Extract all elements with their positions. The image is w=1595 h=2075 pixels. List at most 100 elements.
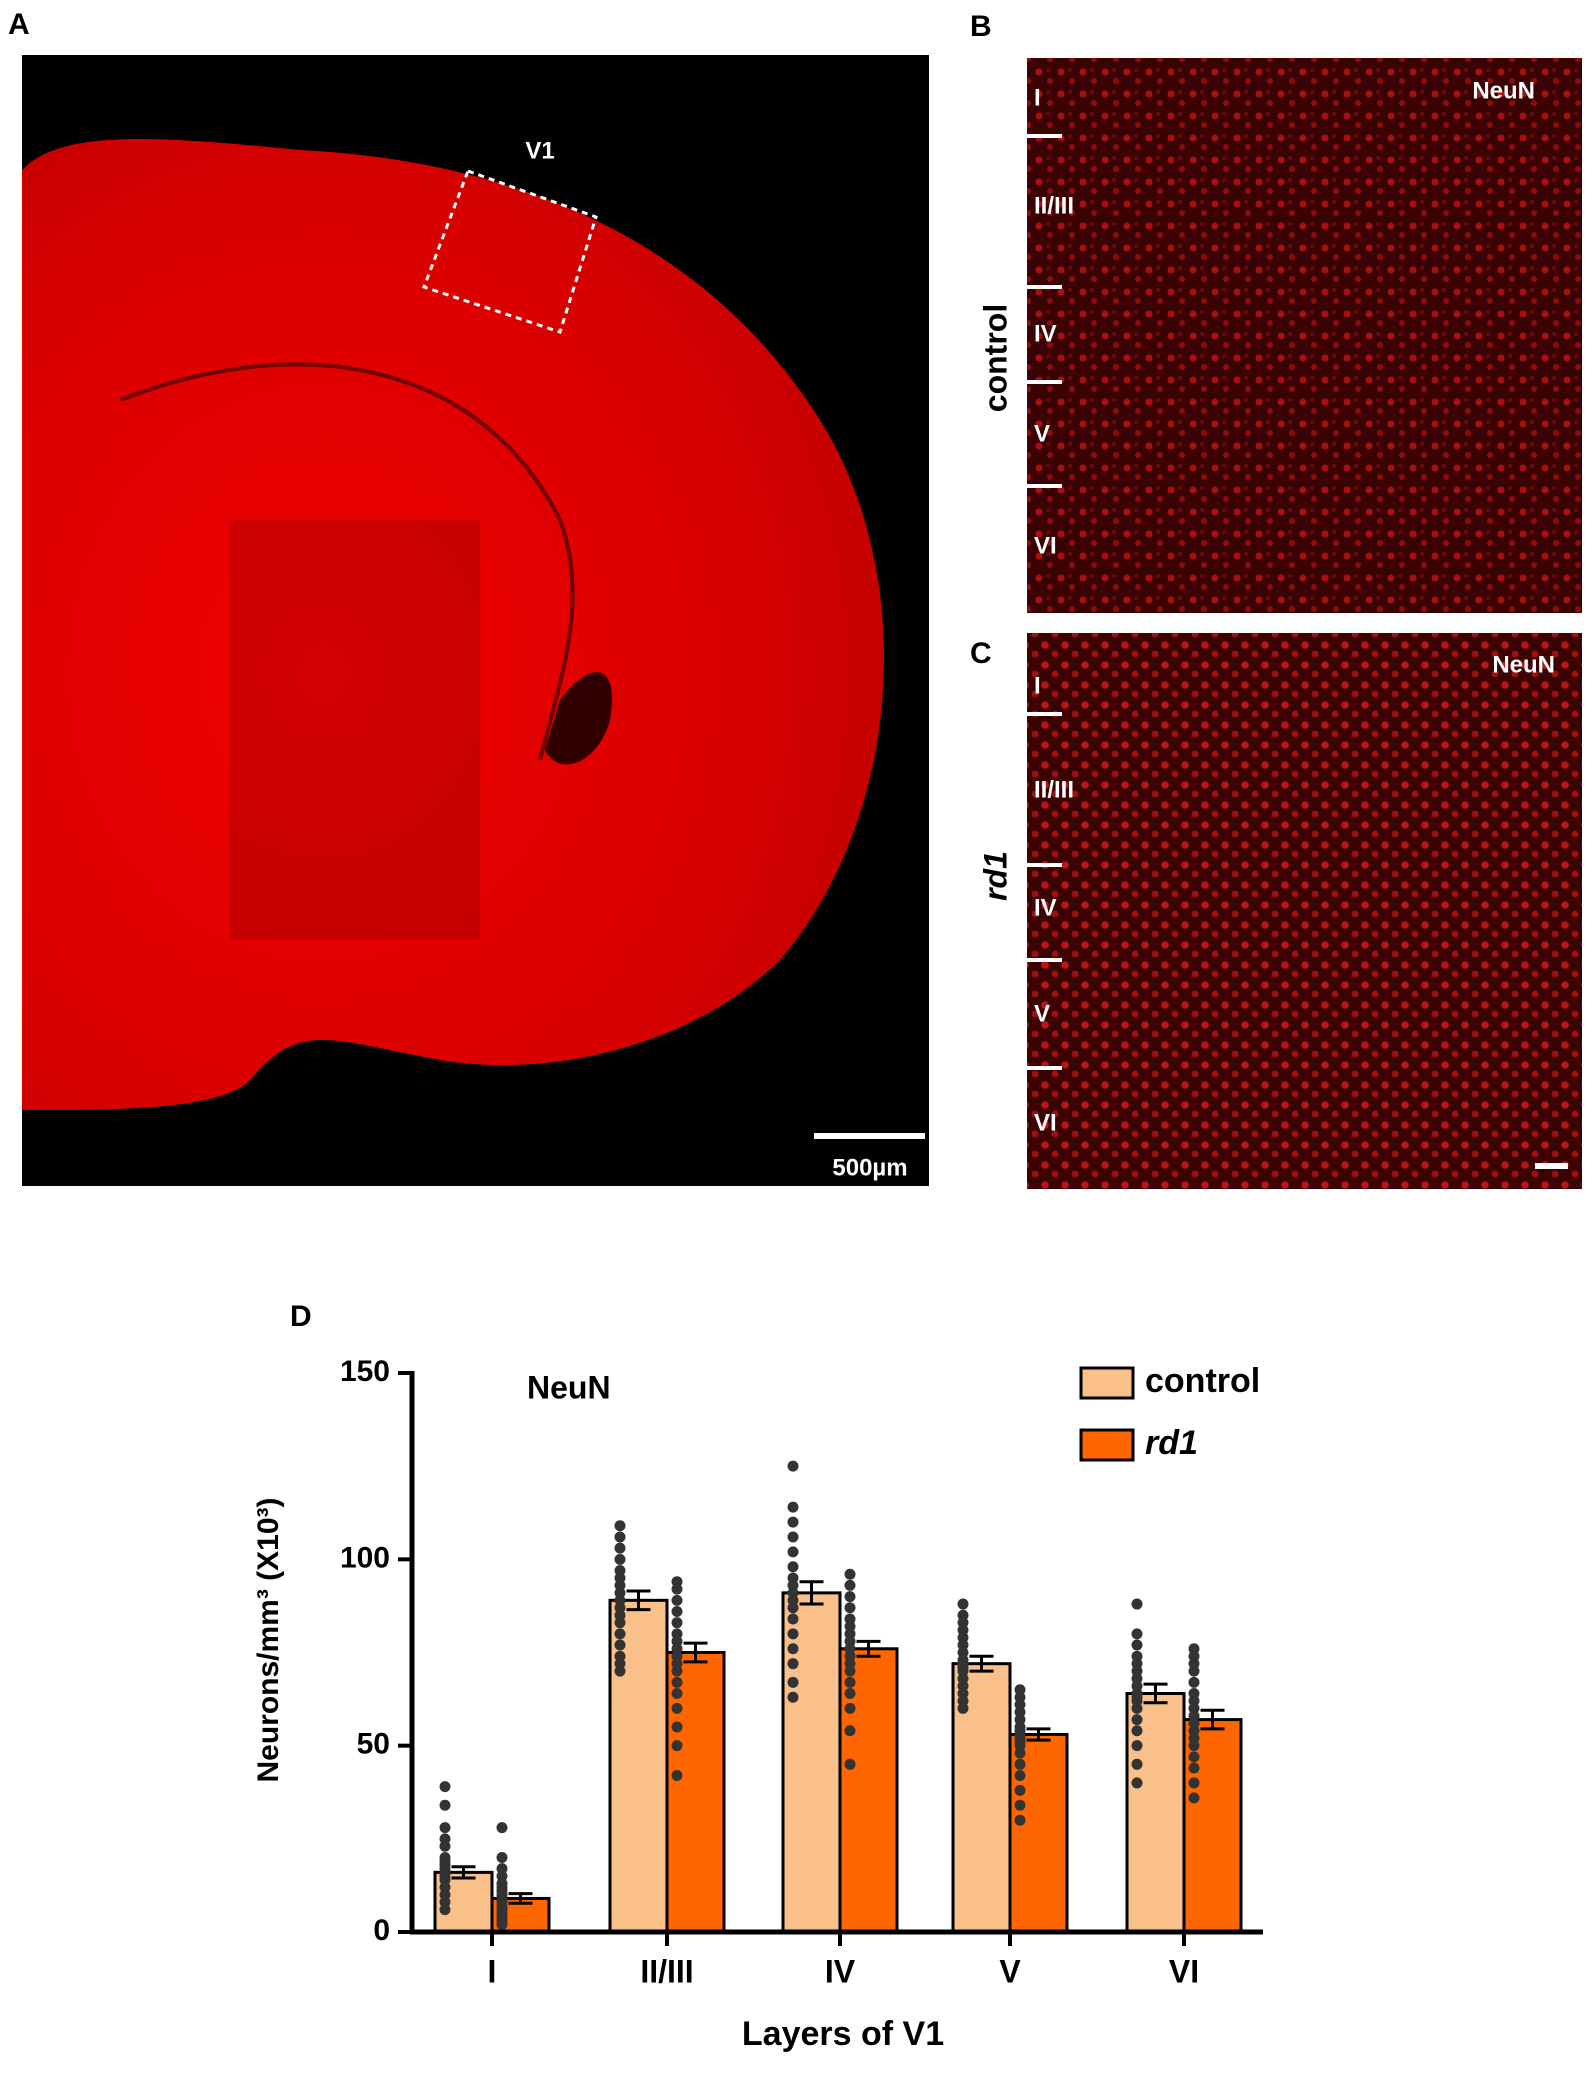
data-point	[671, 1721, 683, 1733]
data-point	[671, 1769, 683, 1781]
legend-label: rd1	[1145, 1424, 1198, 1462]
brain-section	[22, 138, 885, 1110]
data-point	[844, 1758, 856, 1770]
data-point	[439, 1840, 451, 1852]
data-point	[787, 1691, 799, 1703]
error-bar	[683, 1641, 708, 1664]
chart-annotation: NeuN	[527, 1369, 611, 1405]
data-point	[957, 1598, 969, 1610]
data-point	[671, 1687, 683, 1699]
data-point	[1014, 1814, 1026, 1826]
data-point	[1131, 1725, 1143, 1737]
data-point	[787, 1658, 799, 1670]
data-point	[1014, 1769, 1026, 1781]
y-tick-label: 150	[340, 1355, 390, 1388]
data-point	[787, 1628, 799, 1640]
region-label: V1	[525, 137, 554, 164]
legend-swatch	[1079, 1366, 1135, 1400]
data-point	[439, 1799, 451, 1811]
data-point	[439, 1781, 451, 1793]
group-label: control	[977, 304, 1013, 412]
v1-box	[422, 169, 598, 334]
error-bar	[451, 1865, 476, 1880]
data-point	[1131, 1598, 1143, 1610]
data-point	[787, 1501, 799, 1513]
data-point	[671, 1676, 683, 1688]
data-point	[1188, 1792, 1200, 1804]
data-point	[787, 1516, 799, 1528]
layer-label: II/III	[1034, 776, 1074, 803]
error-bar	[969, 1654, 994, 1673]
error-bar	[856, 1639, 881, 1658]
data-point	[787, 1602, 799, 1614]
legend-label: control	[1145, 1362, 1260, 1400]
error-bar	[626, 1589, 651, 1612]
error-bar	[1200, 1708, 1225, 1731]
data-point	[844, 1602, 856, 1614]
error-bar	[799, 1580, 824, 1606]
layer-label: I	[1034, 84, 1041, 111]
error-bar	[1026, 1727, 1051, 1742]
data-point	[787, 1676, 799, 1688]
data-point	[614, 1542, 626, 1554]
data-point	[496, 1822, 508, 1834]
rd1-image	[1027, 633, 1582, 1189]
y-tick-label: 50	[357, 1728, 390, 1761]
data-point	[1188, 1777, 1200, 1789]
data-point	[439, 1904, 451, 1916]
data-point	[844, 1702, 856, 1714]
tile-shade	[230, 520, 480, 940]
data-point	[614, 1553, 626, 1565]
data-point	[787, 1546, 799, 1558]
layer-label: IV	[1034, 320, 1057, 347]
data-point	[1131, 1777, 1143, 1789]
layer-label: V	[1034, 420, 1050, 447]
layer-label: VI	[1034, 532, 1057, 559]
panel-label: C	[970, 637, 992, 670]
data-point	[671, 1617, 683, 1629]
bar	[1182, 1718, 1243, 1934]
stain-label: NeuN	[1472, 77, 1535, 104]
data-point	[1131, 1714, 1143, 1726]
data-point	[671, 1583, 683, 1595]
layer-label: VI	[1034, 1109, 1057, 1136]
data-point	[1188, 1762, 1200, 1774]
data-point	[787, 1561, 799, 1573]
data-point	[671, 1702, 683, 1714]
data-point	[671, 1740, 683, 1752]
scale-label: 500µm	[832, 1154, 907, 1181]
data-point	[787, 1643, 799, 1655]
panel-label: D	[290, 1300, 312, 1333]
data-point	[844, 1725, 856, 1737]
data-point	[1188, 1740, 1200, 1752]
y-axis-label: Neurons/mm³ (X10³)	[252, 1497, 285, 1782]
data-point	[496, 1851, 508, 1863]
layer-label: V	[1034, 1000, 1050, 1027]
panel-label: A	[8, 8, 30, 41]
data-point	[1014, 1758, 1026, 1770]
x-tick-label: VI	[1169, 1953, 1199, 1989]
data-point	[1014, 1784, 1026, 1796]
data-point	[614, 1665, 626, 1677]
group-label: rd1	[977, 851, 1013, 901]
x-tick-label: IV	[825, 1953, 856, 1989]
x-tick-label: V	[999, 1953, 1021, 1989]
data-point	[1014, 1799, 1026, 1811]
data-point	[671, 1594, 683, 1606]
layer-label: IV	[1034, 894, 1057, 921]
data-point	[671, 1665, 683, 1677]
x-tick-label: II/III	[640, 1953, 693, 1989]
data-point	[614, 1531, 626, 1543]
data-point	[614, 1520, 626, 1532]
data-point	[1188, 1676, 1200, 1688]
data-point	[439, 1822, 451, 1834]
error-bar	[1143, 1682, 1168, 1705]
data-point	[496, 1919, 508, 1931]
data-point	[844, 1591, 856, 1603]
data-point	[614, 1639, 626, 1651]
data-point	[1131, 1740, 1143, 1752]
panel-label: B	[970, 10, 992, 43]
data-point	[844, 1568, 856, 1580]
